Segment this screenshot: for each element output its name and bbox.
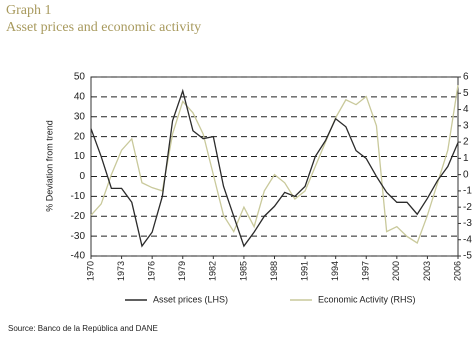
y-axis-label: % Deviation from trend — [44, 120, 54, 212]
x-tick-label: 1994 — [330, 261, 340, 281]
x-tick-label: 2003 — [422, 261, 432, 281]
legend-label: Economic Activity (RHS) — [318, 294, 416, 304]
y2-tick-label: -2 — [463, 202, 472, 213]
y2-tick-label: 0 — [463, 169, 469, 180]
y-tick-label: 40 — [74, 92, 86, 103]
plot-frame — [90, 76, 459, 257]
y2-tick-label: 2 — [463, 137, 469, 148]
x-tick-label: 1985 — [238, 261, 248, 281]
y2-tick-label: 5 — [463, 88, 469, 99]
y2-tick-label: -1 — [463, 186, 472, 197]
x-tick-label: 1988 — [269, 261, 279, 281]
x-tick-label: 1976 — [147, 261, 157, 281]
x-tick-label: 1973 — [116, 261, 126, 281]
y-tick-label: 50 — [74, 72, 86, 83]
series-line — [90, 85, 459, 244]
chart-subtitle: Asset prices and economic activity — [6, 20, 201, 35]
x-tick-label: 1997 — [361, 261, 371, 281]
y-tick-label: 10 — [74, 151, 86, 162]
y2-tick-label: 4 — [463, 104, 469, 115]
chart-title: Graph 1 — [6, 3, 52, 18]
series-line — [90, 88, 459, 248]
y2-tick-label: 6 — [463, 72, 469, 83]
y-tick-label: -10 — [71, 191, 86, 202]
x-tick-label: 1979 — [177, 261, 187, 281]
y2-tick-label: -5 — [463, 251, 472, 262]
y-tick-label: -20 — [71, 211, 86, 222]
y-tick-label: -30 — [71, 231, 86, 242]
y2-tick-label: 1 — [463, 153, 469, 164]
y-tick-label: 0 — [79, 171, 85, 182]
y2-tick-label: 3 — [463, 120, 469, 131]
y-tick-label: -40 — [71, 251, 86, 262]
legend-label: Asset prices (LHS) — [153, 294, 228, 304]
y2-tick-label: -3 — [463, 218, 472, 229]
x-tick-label: 1982 — [208, 261, 218, 281]
x-tick-label: 2000 — [391, 261, 401, 281]
x-tick-label: 2006 — [452, 261, 462, 281]
y-tick-label: 20 — [74, 131, 86, 142]
x-tick-label: 1970 — [85, 261, 95, 281]
y2-tick-label: -4 — [463, 234, 472, 245]
x-tick-label: 1991 — [299, 261, 309, 281]
source: Source: Banco de la República and DANE — [8, 324, 158, 333]
y-tick-label: 30 — [74, 111, 86, 122]
